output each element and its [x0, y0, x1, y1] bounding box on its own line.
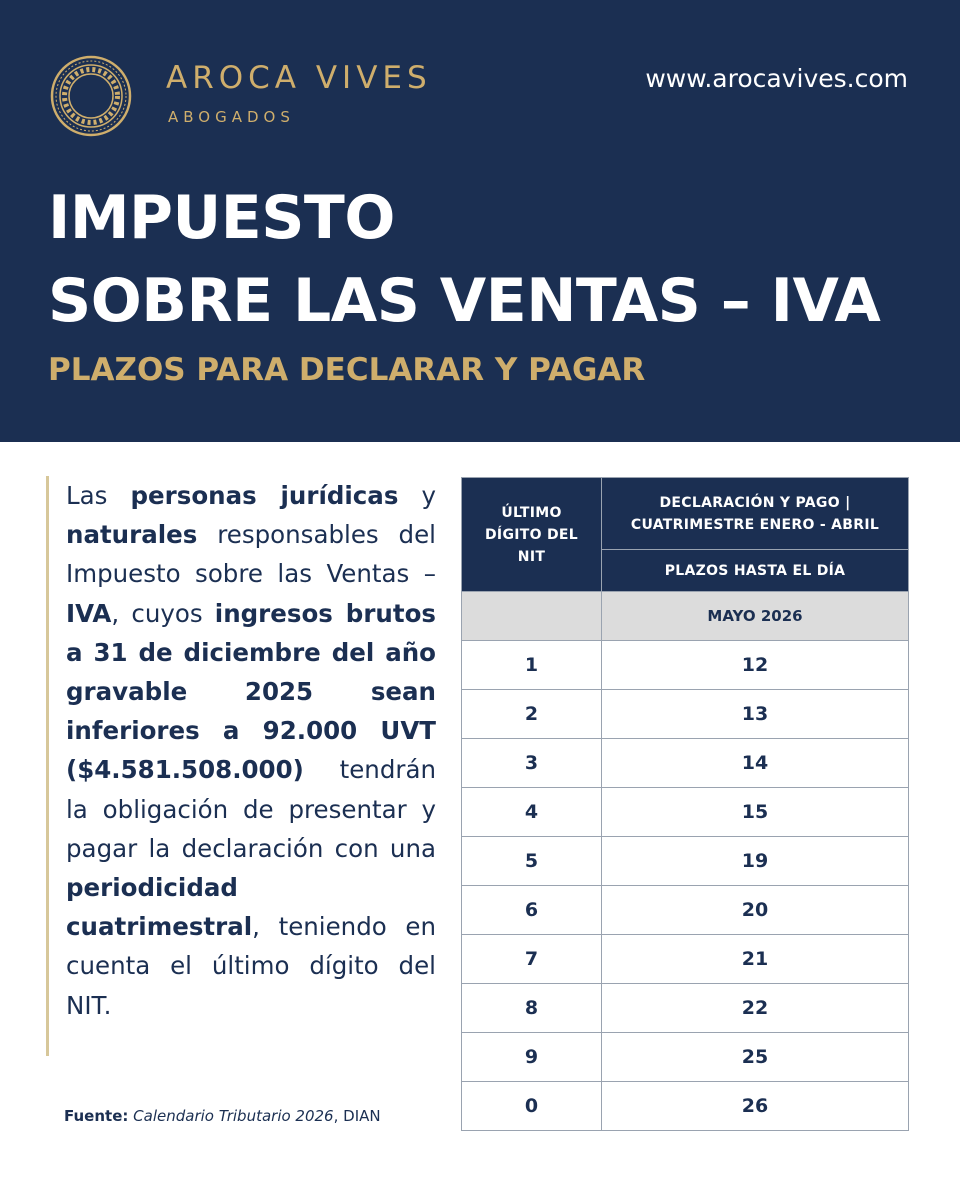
- header-deadline: PLAZOS HASTA EL DÍA: [601, 549, 909, 592]
- digit-cell: 8: [461, 983, 602, 1033]
- digit-cell: 4: [461, 787, 602, 837]
- header-last-digit: ÚLTIMO DÍGITO DEL NIT: [461, 477, 602, 592]
- brand-name: AROCA VIVES: [166, 60, 432, 96]
- day-cell: 12: [601, 640, 909, 690]
- digit-cell: 7: [461, 934, 602, 984]
- source-note: Fuente: Calendario Tributario 2026, DIAN: [64, 1107, 381, 1125]
- source-document: Calendario Tributario 2026: [133, 1107, 334, 1125]
- day-cell: 20: [601, 885, 909, 935]
- digit-cell: 0: [461, 1081, 602, 1131]
- deadlines-table: ÚLTIMO DÍGITO DEL NIT DECLARACIÓN Y PAGO…: [461, 477, 909, 1131]
- body-bold-2: naturales: [66, 520, 198, 550]
- body-text-6: , teniendo en cuenta el último dígito de…: [66, 912, 436, 1020]
- header-month: MAYO 2026: [601, 591, 909, 641]
- table-row: 1 12: [461, 640, 909, 690]
- table-row: 2 13: [461, 689, 909, 739]
- body-bold-4: ingresos brutos a 31 de diciembre del añ…: [66, 598, 436, 785]
- header-declaration: DECLARACIÓN Y PAGO | CUATRIMESTRE ENERO …: [601, 477, 909, 550]
- page-title-line-1: IMPUESTO: [48, 183, 395, 253]
- brand-subtitle: ABOGADOS: [168, 108, 295, 126]
- digit-cell: 5: [461, 836, 602, 886]
- page-subtitle: PLAZOS PARA DECLARAR Y PAGAR: [48, 352, 646, 388]
- description-paragraph: Las personas jurídicas y naturales respo…: [46, 476, 436, 1056]
- body-text-2: y: [398, 481, 436, 510]
- day-cell: 25: [601, 1032, 909, 1082]
- page-title-line-2: SOBRE LAS VENTAS – IVA: [48, 266, 881, 336]
- header-blank-cell: [461, 591, 602, 641]
- day-cell: 22: [601, 983, 909, 1033]
- day-cell: 14: [601, 738, 909, 788]
- table-row: 9 25: [461, 1032, 909, 1082]
- day-cell: 15: [601, 787, 909, 837]
- website-link[interactable]: www.arocavives.com: [645, 64, 908, 93]
- day-cell: 19: [601, 836, 909, 886]
- body-text-5: tendrán la obligación de presentar y pag…: [66, 755, 436, 863]
- digit-cell: 1: [461, 640, 602, 690]
- digit-cell: 2: [461, 689, 602, 739]
- body-bold-1: personas jurídicas: [130, 481, 399, 510]
- body-text-1: Las: [66, 481, 131, 510]
- body-bold-3: IVA: [66, 598, 112, 628]
- table-body: 1 12 2 13 3 14 4 15 5 19 6 20 7 21 8 22 9 25 0 26: [461, 640, 909, 1131]
- table-row: 4 15: [461, 787, 909, 837]
- day-cell: 21: [601, 934, 909, 984]
- day-cell: 13: [601, 689, 909, 739]
- greek-key-circle-emblem-icon: [50, 55, 132, 137]
- table-row: 7 21: [461, 934, 909, 984]
- table-row: 3 14: [461, 738, 909, 788]
- header-banner: AROCA VIVES ABOGADOS www.arocavives.com …: [0, 0, 960, 442]
- body-text-3: responsables del Impuesto sobre las Vent…: [66, 520, 436, 589]
- digit-cell: 9: [461, 1032, 602, 1082]
- table-row: 5 19: [461, 836, 909, 886]
- source-org: , DIAN: [333, 1107, 381, 1125]
- body-text-4: , cuyos: [111, 598, 215, 628]
- digit-cell: 6: [461, 885, 602, 935]
- digit-cell: 3: [461, 738, 602, 788]
- table-row: 8 22: [461, 983, 909, 1033]
- table-row: 0 26: [461, 1081, 909, 1131]
- table-row: 6 20: [461, 885, 909, 935]
- day-cell: 26: [601, 1081, 909, 1131]
- source-label: Fuente:: [64, 1107, 129, 1125]
- body-bold-5: periodicidad cuatrimestral: [66, 873, 253, 942]
